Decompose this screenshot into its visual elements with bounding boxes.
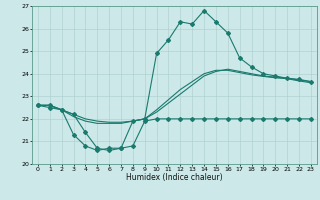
X-axis label: Humidex (Indice chaleur): Humidex (Indice chaleur) — [126, 173, 223, 182]
